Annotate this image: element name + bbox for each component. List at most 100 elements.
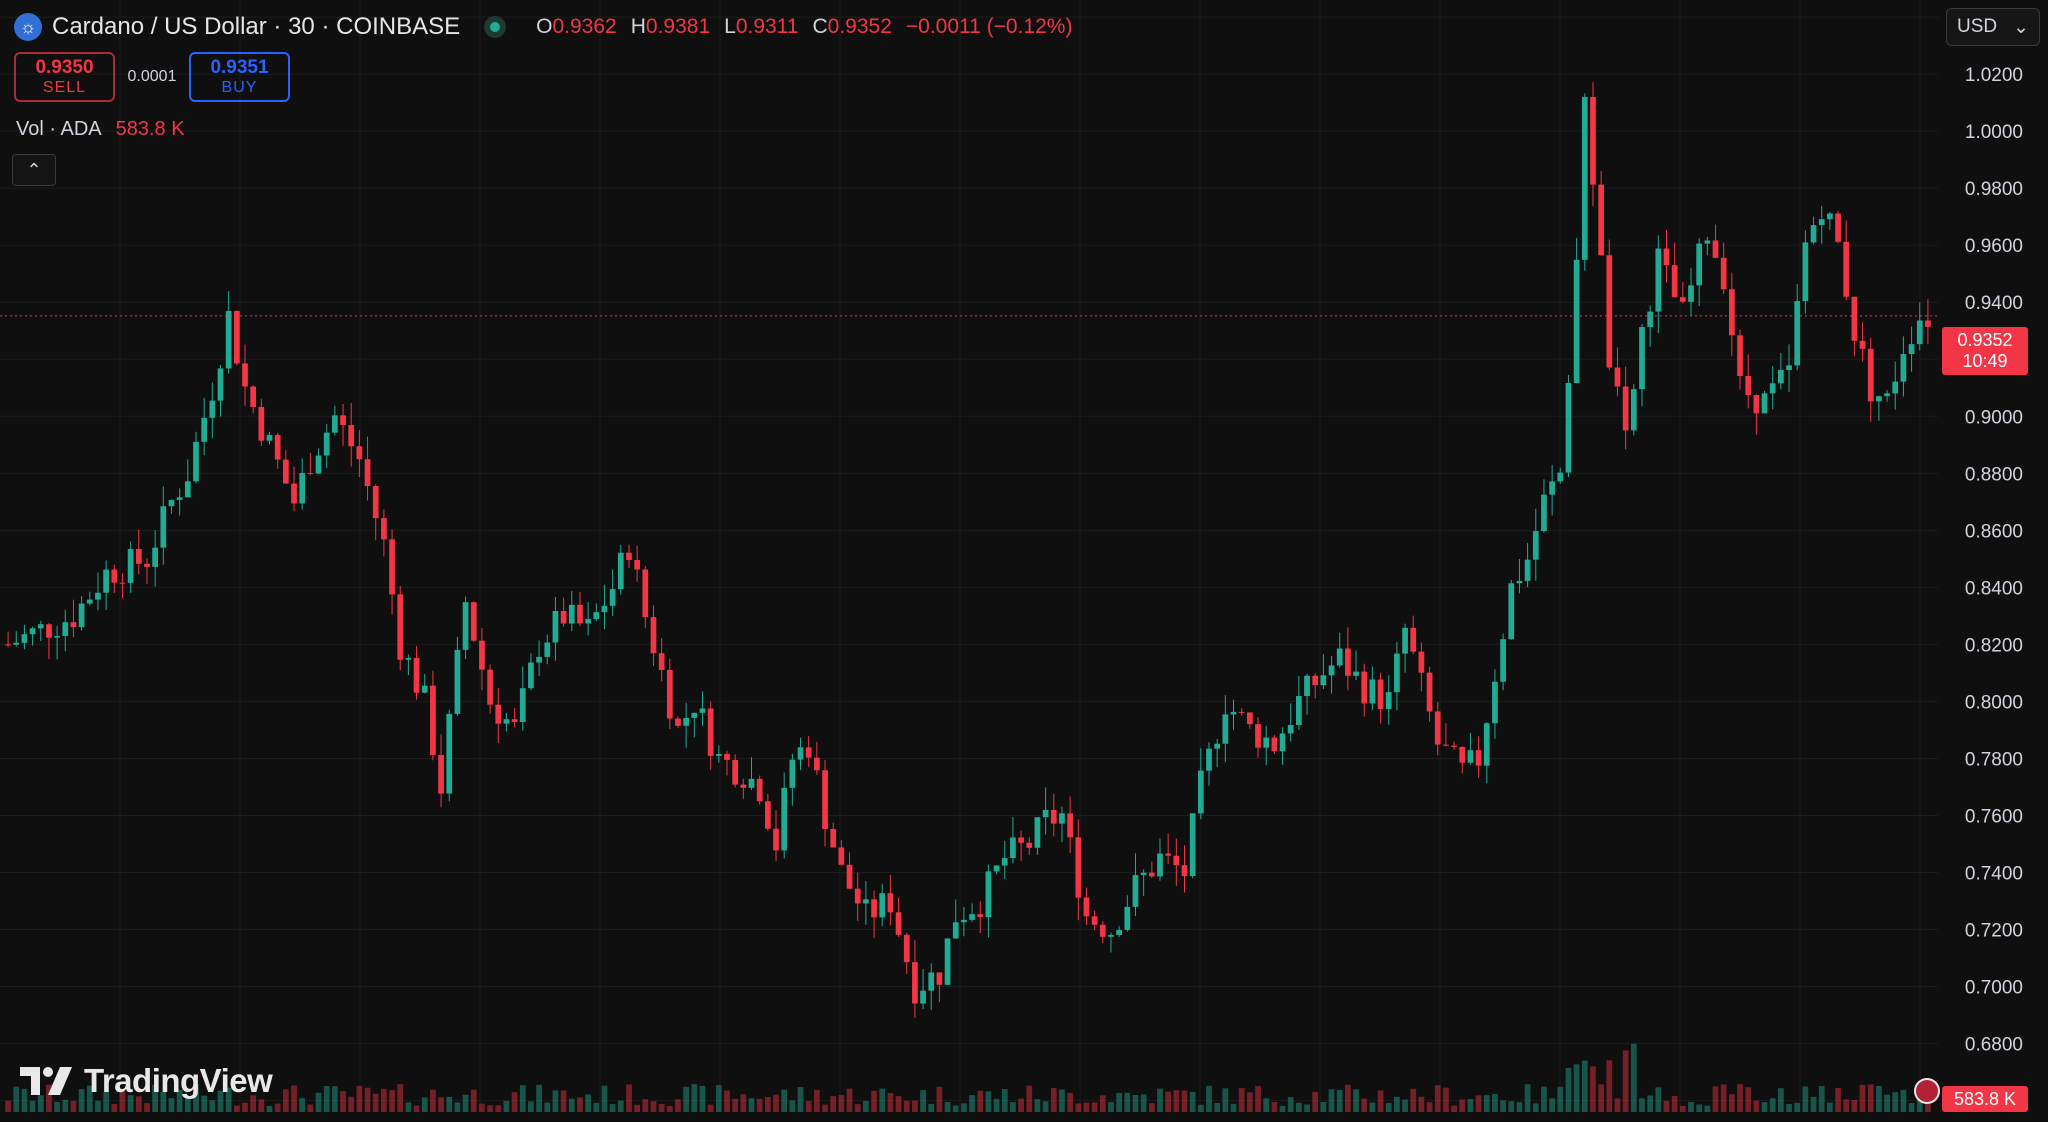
candle-body bbox=[617, 552, 624, 590]
candle-body bbox=[1132, 875, 1139, 907]
candle-body bbox=[389, 539, 395, 595]
volume-bar bbox=[879, 1088, 886, 1112]
volume-bar bbox=[233, 1105, 240, 1112]
candle-body bbox=[1197, 770, 1204, 814]
volume-bar bbox=[887, 1093, 894, 1112]
volume-bar bbox=[250, 1095, 257, 1112]
volume-bar bbox=[748, 1098, 755, 1112]
candle-body bbox=[511, 719, 518, 722]
volume-bar bbox=[903, 1100, 910, 1112]
volume-bar bbox=[854, 1104, 861, 1112]
candle-body bbox=[1173, 855, 1180, 866]
candle-body bbox=[1010, 837, 1016, 859]
volume-bars bbox=[5, 1043, 1931, 1112]
candle-body bbox=[1802, 242, 1809, 302]
volume-bar bbox=[135, 1096, 142, 1112]
volume-bar bbox=[225, 1087, 232, 1112]
candle-body bbox=[838, 847, 845, 865]
sell-label: SELL bbox=[42, 78, 87, 96]
volume-bar bbox=[577, 1097, 583, 1112]
chevron-up-icon: ⌃ bbox=[26, 159, 42, 180]
volume-bar bbox=[176, 1089, 183, 1112]
volume-bar bbox=[1067, 1092, 1073, 1112]
volume-bar bbox=[364, 1087, 371, 1112]
y-tick-label: 0.8200 bbox=[1965, 635, 2023, 656]
volume-tag: 583.8 K bbox=[1942, 1086, 2028, 1112]
volume-bar bbox=[1296, 1102, 1302, 1112]
volume-legend[interactable]: Vol · ADA 583.8 K bbox=[16, 118, 185, 141]
candle-body bbox=[1532, 531, 1539, 560]
volume-bar bbox=[209, 1100, 216, 1112]
candle-body bbox=[642, 569, 649, 618]
volume-bar bbox=[895, 1096, 902, 1112]
y-tick-label: 0.8000 bbox=[1965, 692, 2023, 713]
volume-bar bbox=[1173, 1090, 1180, 1112]
candle-body bbox=[1884, 393, 1890, 397]
candle-body bbox=[1206, 748, 1212, 771]
candle-body bbox=[46, 624, 52, 638]
buy-price: 0.9351 bbox=[210, 56, 269, 78]
candle-body bbox=[944, 938, 951, 985]
volume-bar bbox=[642, 1099, 649, 1112]
candle-body bbox=[1508, 583, 1515, 640]
candle-body bbox=[871, 899, 877, 918]
volume-bar bbox=[1712, 1086, 1719, 1112]
candle-body bbox=[168, 499, 175, 507]
volume-bar bbox=[1410, 1088, 1417, 1112]
volume-bar bbox=[683, 1086, 690, 1112]
volume-bar bbox=[1271, 1102, 1278, 1112]
volume-bar bbox=[838, 1095, 845, 1112]
volume-bar bbox=[1508, 1101, 1515, 1112]
candle-body bbox=[1189, 813, 1196, 877]
volume-bar bbox=[1304, 1104, 1310, 1112]
candle-body bbox=[1157, 853, 1163, 877]
candle-body bbox=[1565, 382, 1572, 473]
volume-bar bbox=[1206, 1085, 1212, 1112]
candle-body bbox=[1361, 671, 1368, 704]
us-flag-icon[interactable] bbox=[1914, 1078, 1940, 1104]
collapse-legend-button[interactable]: ⌃ bbox=[12, 154, 56, 186]
volume-bar bbox=[1475, 1095, 1482, 1112]
volume-bar bbox=[446, 1096, 453, 1112]
candle-body bbox=[1827, 213, 1833, 220]
currency-select[interactable]: USD ⌄ bbox=[1946, 8, 2040, 46]
candle-body bbox=[863, 899, 869, 904]
volume-bar bbox=[805, 1101, 812, 1112]
candle-body bbox=[675, 718, 681, 726]
candle-body bbox=[1067, 813, 1073, 838]
candle-body bbox=[1296, 696, 1302, 726]
y-tick-label: 0.8400 bbox=[1965, 578, 2023, 599]
candle-body bbox=[895, 912, 902, 935]
volume-bar bbox=[1010, 1102, 1016, 1112]
volume-bar bbox=[985, 1091, 992, 1112]
sell-button[interactable]: 0.9350 SELL bbox=[14, 52, 115, 102]
candle-body bbox=[1369, 679, 1376, 704]
y-tick-label: 1.0200 bbox=[1965, 65, 2023, 86]
candle-body bbox=[985, 871, 992, 918]
market-status-icon[interactable] bbox=[484, 16, 507, 38]
y-tick-label: 1.0000 bbox=[1965, 122, 2023, 143]
volume-bar bbox=[1761, 1102, 1768, 1112]
candle-body bbox=[1916, 320, 1923, 345]
volume-bar bbox=[323, 1086, 330, 1112]
candle-body bbox=[666, 669, 673, 719]
candle-body bbox=[37, 624, 44, 629]
volume-bar bbox=[438, 1097, 444, 1112]
candle-body bbox=[1312, 675, 1319, 686]
volume-bar bbox=[340, 1091, 346, 1112]
symbol-title[interactable]: Cardano / US Dollar · 30 · COINBASE bbox=[52, 13, 461, 40]
buy-button[interactable]: 0.9351 BUY bbox=[189, 52, 290, 102]
tradingview-watermark[interactable]: TradingView bbox=[20, 1062, 273, 1100]
candle-body bbox=[544, 642, 551, 657]
candle-body bbox=[1925, 320, 1931, 327]
candle-body bbox=[364, 459, 371, 487]
volume-bar bbox=[822, 1104, 828, 1112]
candle-body bbox=[446, 713, 453, 794]
volume-bar bbox=[1925, 1097, 1931, 1112]
volume-bar bbox=[1622, 1050, 1629, 1112]
volume-bar bbox=[1132, 1094, 1139, 1112]
candle-body bbox=[1859, 340, 1866, 349]
candle-body bbox=[1867, 348, 1874, 402]
volume-bar bbox=[70, 1100, 77, 1112]
